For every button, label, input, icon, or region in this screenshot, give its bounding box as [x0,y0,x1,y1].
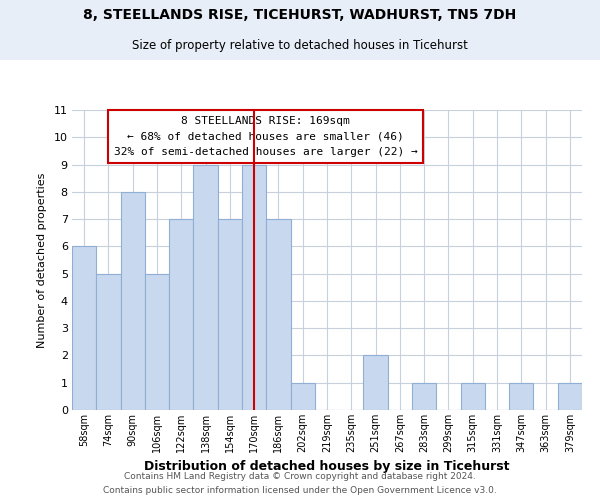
Text: Size of property relative to detached houses in Ticehurst: Size of property relative to detached ho… [132,38,468,52]
Text: 8, STEELLANDS RISE, TICEHURST, WADHURST, TN5 7DH: 8, STEELLANDS RISE, TICEHURST, WADHURST,… [83,8,517,22]
Text: Contains public sector information licensed under the Open Government Licence v3: Contains public sector information licen… [103,486,497,495]
Bar [72,246,96,410]
Bar [218,219,242,410]
Bar [121,192,145,410]
Text: 8 STEELLANDS RISE: 169sqm
← 68% of detached houses are smaller (46)
32% of semi-: 8 STEELLANDS RISE: 169sqm ← 68% of detac… [114,116,418,157]
Bar [461,382,485,410]
Text: Contains HM Land Registry data © Crown copyright and database right 2024.: Contains HM Land Registry data © Crown c… [124,472,476,481]
Bar [290,382,315,410]
Bar [96,274,121,410]
Bar [266,219,290,410]
Bar [558,382,582,410]
Bar [364,356,388,410]
Bar [509,382,533,410]
Bar [145,274,169,410]
Bar [169,219,193,410]
X-axis label: Distribution of detached houses by size in Ticehurst: Distribution of detached houses by size … [144,460,510,473]
Y-axis label: Number of detached properties: Number of detached properties [37,172,47,348]
Bar [412,382,436,410]
Bar [242,164,266,410]
Bar [193,164,218,410]
